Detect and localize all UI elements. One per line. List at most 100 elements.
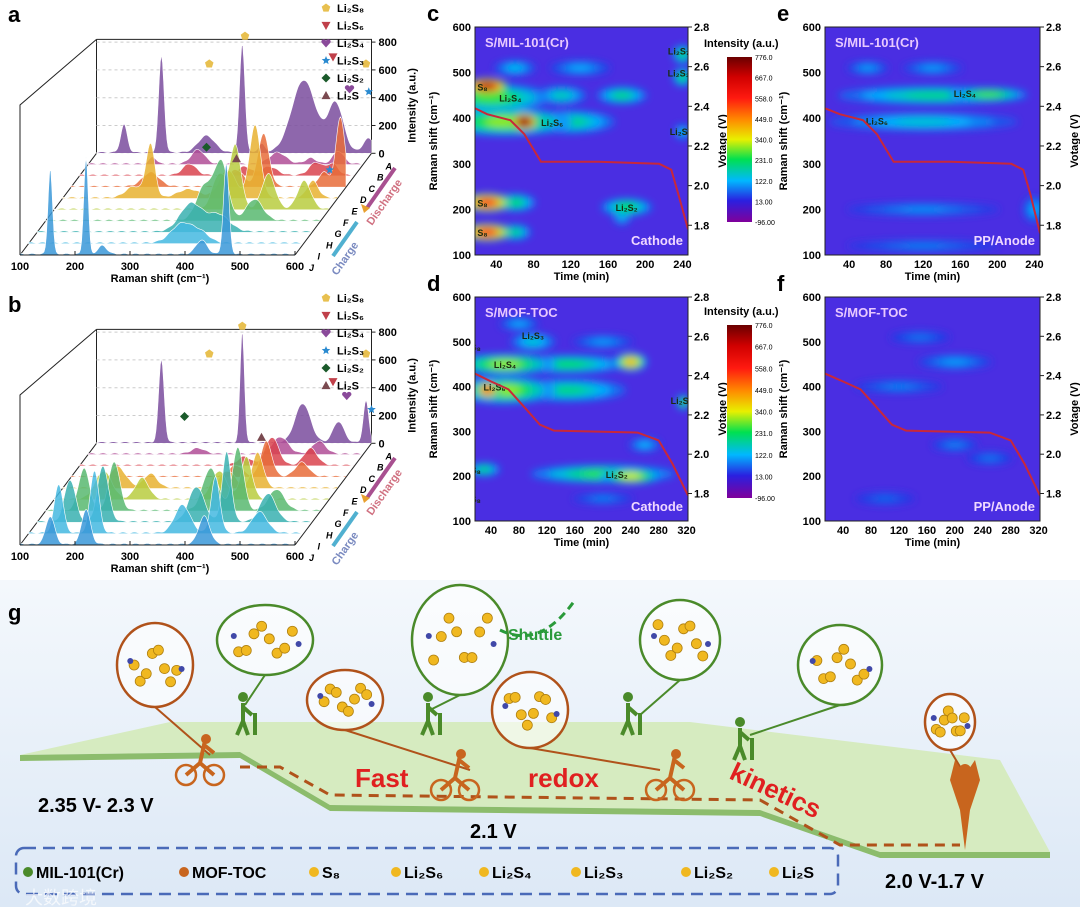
- sulfur-atom: [946, 712, 958, 724]
- speech-bubble: [410, 583, 510, 697]
- z-tick-label: 400: [379, 383, 397, 395]
- lithium-atom: [425, 633, 432, 639]
- sample-label: S/MOF-TOC: [485, 305, 558, 320]
- heatmap-spot: [519, 118, 530, 126]
- v-tick-label: 1.8: [694, 488, 709, 500]
- legend-marker-5: [321, 91, 331, 100]
- legend-marker-0: [321, 293, 331, 302]
- location-label: Cathode: [631, 499, 683, 514]
- sulfur-atom: [279, 642, 291, 654]
- heatmap-spot: [592, 338, 613, 346]
- z-tick-label: 800: [379, 37, 397, 49]
- x-tick-label: 200: [636, 259, 654, 271]
- z-tick-label: 200: [379, 411, 397, 423]
- x-tick-label: 320: [1029, 525, 1047, 537]
- sulfur-atom: [851, 674, 863, 686]
- sulfur-atom: [521, 719, 533, 731]
- legend-marker-0: [321, 3, 331, 12]
- y-tick-label: 400: [803, 382, 821, 394]
- sulfur-atom: [671, 642, 683, 654]
- bubble-tether: [344, 729, 471, 771]
- bubble-tether: [154, 706, 211, 756]
- sulfur-atom: [443, 612, 455, 624]
- sulfur-atom: [858, 668, 870, 680]
- heatmap-background: [825, 27, 1040, 255]
- colorbar-tick-label: 340.0: [755, 410, 773, 417]
- z-tick-label: 600: [379, 355, 397, 367]
- curve-label-C: C: [369, 474, 376, 484]
- legend-label: Li₂S₂: [694, 865, 733, 882]
- curve-label-H: H: [326, 530, 333, 540]
- legend-marker-3: [321, 56, 331, 65]
- heatmap-spot: [624, 358, 637, 366]
- sulfur-atom: [349, 693, 360, 705]
- heatmap-spot: [613, 91, 631, 100]
- legend-label: Li₂S: [337, 91, 359, 103]
- colorbar-tick-label: -96.00: [755, 496, 775, 503]
- sulfur-atom: [845, 658, 856, 670]
- legend-label: Li₂S₆: [337, 311, 364, 323]
- legend-icon: [23, 867, 33, 877]
- walker-head: [423, 692, 433, 702]
- sulfur-atom: [361, 689, 373, 701]
- species-label: Li₂S₆: [541, 118, 563, 128]
- lithium-atom: [502, 703, 509, 709]
- species-label: S₈: [471, 342, 481, 352]
- y-tick-label: 200: [453, 204, 471, 216]
- z-tick-label: 0: [379, 148, 385, 160]
- legend-label: Li₂S₂: [337, 73, 364, 85]
- v-tick-label: 2.8: [1046, 292, 1061, 304]
- spectrum-curve-C: [79, 437, 355, 467]
- heatmap-spot: [479, 82, 495, 90]
- legend-icon: [391, 867, 401, 877]
- x-tick-label: 280: [649, 525, 667, 537]
- location-label: PP/Anode: [974, 499, 1035, 514]
- sulfur-atom: [248, 628, 260, 640]
- legend-icon: [309, 867, 319, 877]
- bubble-tether: [244, 674, 266, 706]
- v-tick-label: 2.4: [1046, 101, 1062, 113]
- v-tick-label: 2.2: [694, 141, 709, 153]
- x-tick-label: 120: [538, 525, 556, 537]
- x-tick-label: 240: [622, 525, 640, 537]
- heatmap-area: Li₂S₄ Li₂S₆: [825, 27, 1040, 255]
- legend-marker-3: [321, 346, 331, 355]
- spectrum-curve-J: [19, 156, 296, 256]
- sulfur-atom: [528, 707, 539, 719]
- heatmap-spot: [638, 441, 651, 449]
- x-tick-label: 300: [121, 261, 139, 273]
- spectrum-curve-I: [28, 470, 304, 534]
- sulfur-atom: [934, 726, 946, 738]
- legend-marker-1: [321, 21, 331, 30]
- peak-marker-li2s8: [238, 321, 247, 330]
- panel-a: a 0 200 400 600 800 Intensity (a.u.) ABCDEFGHIJ…: [8, 2, 419, 285]
- species-label: S₈: [471, 465, 481, 475]
- heatmap-spot: [550, 385, 586, 395]
- heatmap-spot: [478, 466, 490, 473]
- discharge-arrowhead: [361, 204, 370, 213]
- y-tick-label: 500: [803, 337, 821, 349]
- legend-label: MOF-TOC: [192, 865, 267, 882]
- species-label: S₈: [471, 495, 481, 505]
- sample-label: S/MIL-101(Cr): [835, 35, 919, 50]
- sulfur-atom: [652, 619, 664, 631]
- voltage-label-mid: 2.1 V: [470, 821, 517, 843]
- curve-label-I: I: [318, 252, 321, 262]
- y-tick-label: 300: [803, 159, 821, 171]
- y-tick-label: 200: [803, 204, 821, 216]
- legend-marker-1: [321, 311, 331, 320]
- heatmap-spot: [678, 50, 687, 59]
- sulfur-atom: [240, 645, 252, 656]
- bicycle-wheel: [457, 778, 481, 802]
- legend-label: MIL-101(Cr): [36, 865, 124, 882]
- lithium-atom: [317, 693, 324, 699]
- sulfur-atom: [330, 687, 342, 698]
- curve-label-C: C: [369, 184, 376, 194]
- x-tick-label: 80: [880, 259, 892, 271]
- sulfur-atom: [665, 650, 677, 661]
- speech-bubble: [638, 598, 722, 682]
- walker-head: [623, 692, 633, 702]
- waterfall-back-wall: [96, 38, 372, 154]
- legend-label: Li₂S₃: [584, 865, 623, 882]
- winner-head: [959, 764, 971, 776]
